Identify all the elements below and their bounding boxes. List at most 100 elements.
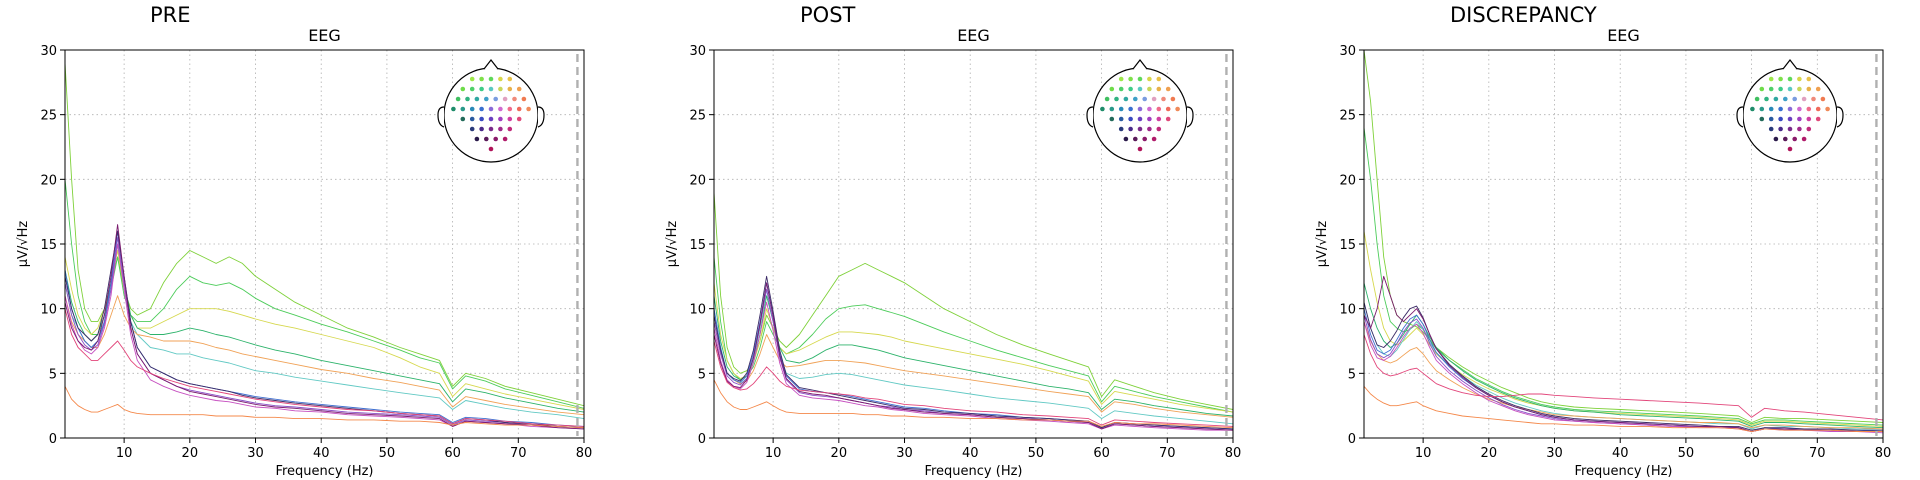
y-tick-label: 30 bbox=[1339, 44, 1356, 59]
sensor-dot bbox=[1801, 136, 1807, 142]
sensor-dot bbox=[1787, 86, 1793, 92]
sensor-dot bbox=[1142, 136, 1147, 142]
y-axis-label: µV/√Hz bbox=[1315, 221, 1330, 268]
sensor-dot bbox=[1768, 126, 1774, 132]
sensor-dot bbox=[1768, 106, 1774, 112]
y-tick-label: 20 bbox=[40, 173, 57, 188]
sensor-dot bbox=[474, 136, 480, 142]
sensor-dot bbox=[1142, 96, 1147, 102]
sensor-dot bbox=[1128, 106, 1133, 112]
sensor-dot bbox=[1797, 86, 1802, 92]
sensor-dot bbox=[498, 126, 503, 132]
sensor-dot bbox=[1128, 86, 1133, 92]
left-ear-outline bbox=[1086, 106, 1094, 128]
x-axis-label: Frequency (Hz) bbox=[275, 464, 373, 479]
sensor-dot bbox=[1137, 146, 1143, 152]
sensor-dot bbox=[1778, 116, 1783, 122]
sensor-dot bbox=[1787, 116, 1793, 122]
sensor-dot bbox=[1759, 106, 1765, 112]
sensor-dot bbox=[1128, 116, 1133, 122]
sensor-dot bbox=[1797, 116, 1802, 122]
psd-line-occipital-left bbox=[714, 275, 1233, 430]
y-tick-label: 25 bbox=[40, 109, 57, 124]
psd-line-centro-parietal bbox=[65, 237, 584, 429]
y-tick-label: 20 bbox=[1339, 173, 1356, 188]
psd-line-occipital-right bbox=[714, 340, 1233, 427]
x-tick-label: 10 bbox=[116, 446, 133, 461]
right-ear-outline bbox=[537, 106, 545, 128]
sensor-dot bbox=[488, 76, 494, 82]
sensor-dot bbox=[1156, 126, 1162, 132]
nose-outline bbox=[483, 59, 499, 70]
sensor-dot bbox=[488, 126, 494, 132]
sensor-dot bbox=[1759, 116, 1765, 122]
sensor-dot bbox=[1773, 96, 1779, 102]
x-tick-label: 70 bbox=[1809, 446, 1826, 461]
x-tick-label: 50 bbox=[1028, 446, 1045, 461]
sensor-dot bbox=[1768, 76, 1774, 82]
psd-line-temporal-right bbox=[65, 295, 584, 416]
sensor-dot bbox=[1806, 126, 1812, 132]
sensor-dot bbox=[1801, 96, 1807, 102]
y-tick-label: 5 bbox=[698, 367, 706, 382]
sensor-dot bbox=[1820, 96, 1826, 102]
x-tick-label: 80 bbox=[576, 446, 593, 461]
y-tick-label: 25 bbox=[1339, 109, 1356, 124]
x-tick-label: 50 bbox=[379, 446, 396, 461]
sensor-dot bbox=[1754, 96, 1760, 102]
y-tick-label: 30 bbox=[40, 44, 57, 59]
psd-line-temporal-right bbox=[1364, 321, 1883, 430]
psd-line-frontal-right bbox=[1364, 231, 1883, 427]
x-tick-label: 60 bbox=[1743, 446, 1760, 461]
sensor-dot bbox=[1778, 106, 1783, 112]
sensor-dot bbox=[1109, 86, 1115, 92]
psd-panel-discrepancy: DISCREPANCY EEG 10 20 30 40 50 60 70 80 0 5 10 15 20 25… bbox=[1315, 3, 1891, 479]
sensor-dot bbox=[469, 86, 475, 92]
sensor-dot bbox=[488, 106, 494, 112]
psd-line-occipital-right bbox=[65, 308, 584, 427]
sensor-dot bbox=[1787, 126, 1793, 132]
psd-series-group bbox=[1364, 50, 1883, 434]
right-ear-outline bbox=[1836, 106, 1844, 128]
panel-title: DISCREPANCY bbox=[1450, 3, 1597, 27]
sensor-dot bbox=[488, 86, 494, 92]
sensor-dot bbox=[1764, 96, 1769, 102]
sensor-dot bbox=[1806, 116, 1812, 122]
x-tick-label: 80 bbox=[1875, 446, 1892, 461]
sensor-topomap-inset bbox=[1736, 59, 1844, 163]
sensor-dot bbox=[465, 96, 470, 102]
sensor-dot bbox=[451, 106, 456, 112]
sensor-dot bbox=[493, 136, 499, 142]
sensor-dot bbox=[498, 86, 503, 92]
psd-line-frontal-mid bbox=[1364, 127, 1883, 426]
sensor-dot bbox=[488, 146, 494, 152]
sensor-dot bbox=[469, 76, 475, 82]
sensor-dot bbox=[1147, 76, 1152, 82]
sensor-dot bbox=[479, 86, 484, 92]
x-tick-label: 10 bbox=[1415, 446, 1432, 461]
sensor-dot bbox=[1165, 116, 1171, 122]
y-tick-label: 0 bbox=[49, 432, 57, 447]
sensor-dot bbox=[1161, 96, 1166, 102]
psd-line-frontal-right bbox=[65, 250, 584, 410]
sensor-dot bbox=[474, 96, 480, 102]
sensor-dot bbox=[1778, 86, 1783, 92]
psd-panel-post: POST EEG 10 20 30 40 50 60 70 80 0 5 10 15 20 25 30 Frequ… bbox=[665, 3, 1241, 479]
sensor-dot bbox=[1773, 136, 1779, 142]
y-axis-label: µV/√Hz bbox=[16, 221, 31, 268]
sensor-dot bbox=[507, 76, 513, 82]
psd-line-parietal bbox=[1364, 321, 1883, 434]
sensor-dot bbox=[1147, 86, 1152, 92]
sensor-dot bbox=[1109, 116, 1115, 122]
sensor-dot bbox=[1750, 106, 1755, 112]
y-tick-label: 15 bbox=[1339, 238, 1356, 253]
sensor-dot bbox=[1137, 76, 1143, 82]
x-tick-label: 20 bbox=[182, 446, 199, 461]
x-axis-label: Frequency (Hz) bbox=[924, 464, 1022, 479]
sensor-dot bbox=[1797, 76, 1802, 82]
x-axis-label: Frequency (Hz) bbox=[1574, 464, 1672, 479]
sensor-dot bbox=[1175, 106, 1180, 112]
psd-line-temporal-left bbox=[714, 295, 1233, 417]
x-tick-label: 10 bbox=[765, 446, 782, 461]
sensor-dot bbox=[479, 76, 484, 82]
